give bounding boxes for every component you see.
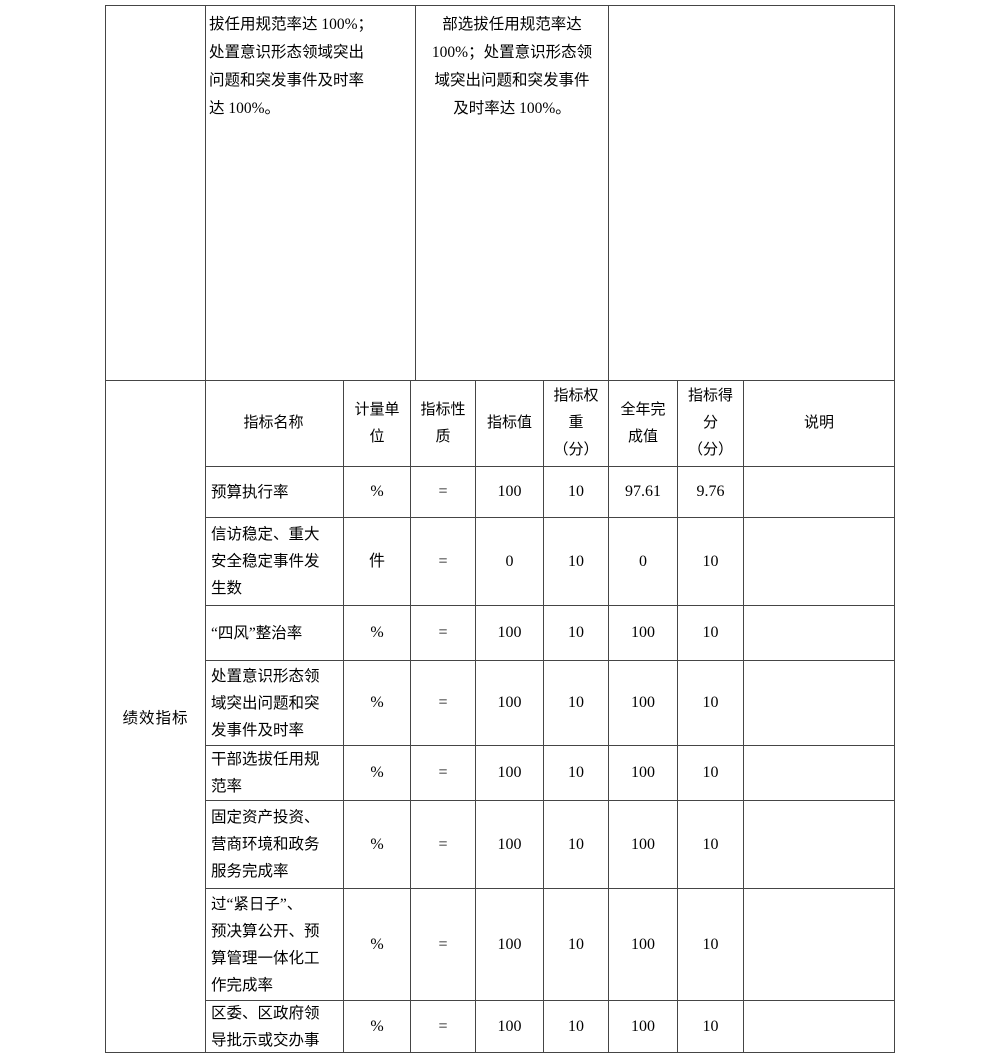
target-cell: 100 (476, 467, 544, 518)
continuation-row: 拔任用规范率达 100%； 处置意识形态领域突出 问题和突发事件及时率 达 10… (106, 6, 894, 381)
actual-cell: 100 (609, 1001, 678, 1052)
score-cell: 10 (678, 889, 744, 1001)
note-cell (744, 801, 894, 889)
indicator-name: 信访稳定、重大 安全稳定事件发 生数 (206, 518, 344, 606)
weight-cell: 10 (544, 606, 609, 661)
weight-cell: 10 (544, 746, 609, 801)
unit-cell: % (344, 661, 411, 746)
indicator-name: 过“紧日子”、 预决算公开、预 算管理一体化工 作完成率 (206, 889, 344, 1001)
nature-cell: = (411, 1001, 476, 1052)
section-label-cell: 绩效指标 (106, 381, 206, 1052)
nature-cell: = (411, 746, 476, 801)
score-cell: 10 (678, 518, 744, 606)
indicator-name: 区委、区政府领 导批示或交办事 (206, 1001, 344, 1052)
target-cell: 100 (476, 889, 544, 1001)
col-header-unit: 计量单 位 (344, 381, 411, 467)
indicator-name: 预算执行率 (206, 467, 344, 518)
col-header-annual-actual: 全年完 成值 (609, 381, 678, 467)
continuation-targets-text: 部选拔任用规范率达 100%；处置意识形态领 域突出问题和突发事件 及时率达 1… (431, 16, 593, 117)
indicator-name: 干部选拔任用规 范率 (206, 746, 344, 801)
note-cell (744, 518, 894, 606)
nature-cell: = (411, 606, 476, 661)
target-cell: 0 (476, 518, 544, 606)
actual-cell: 100 (609, 661, 678, 746)
nature-cell: = (411, 518, 476, 606)
indicator-name: “四风”整治率 (206, 606, 344, 661)
note-cell (744, 467, 894, 518)
nature-cell: = (411, 801, 476, 889)
continuation-empty-right-cell (609, 6, 894, 380)
nature-cell: = (411, 467, 476, 518)
unit-cell: % (344, 467, 411, 518)
score-cell: 10 (678, 1001, 744, 1052)
target-cell: 100 (476, 1001, 544, 1052)
indicators-section: 绩效指标 指标名称 计量单 位 指标性 质 指标值 指标权 重 （分） 全年完 … (106, 381, 894, 1052)
unit-cell: % (344, 889, 411, 1001)
indicator-name: 处置意识形态领 域突出问题和突 发事件及时率 (206, 661, 344, 746)
continuation-empty-left-cell (106, 6, 206, 380)
note-cell (744, 606, 894, 661)
actual-cell: 0 (609, 518, 678, 606)
col-header-nature: 指标性 质 (411, 381, 476, 467)
score-cell: 10 (678, 746, 744, 801)
target-cell: 100 (476, 661, 544, 746)
score-cell: 10 (678, 801, 744, 889)
actual-cell: 97.61 (609, 467, 678, 518)
indicators-grid: 指标名称 计量单 位 指标性 质 指标值 指标权 重 （分） 全年完 成值 指标… (206, 381, 894, 1052)
unit-cell: % (344, 746, 411, 801)
target-cell: 100 (476, 746, 544, 801)
nature-cell: = (411, 889, 476, 1001)
unit-cell: % (344, 606, 411, 661)
note-cell (744, 661, 894, 746)
weight-cell: 10 (544, 801, 609, 889)
actual-cell: 100 (609, 746, 678, 801)
weight-cell: 10 (544, 661, 609, 746)
unit-cell: 件 (344, 518, 411, 606)
col-header-indicator-name: 指标名称 (206, 381, 344, 467)
score-cell: 10 (678, 606, 744, 661)
performance-table: 拔任用规范率达 100%； 处置意识形态领域突出 问题和突发事件及时率 达 10… (105, 5, 895, 1053)
col-header-note: 说明 (744, 381, 894, 467)
actual-cell: 100 (609, 606, 678, 661)
unit-cell: % (344, 1001, 411, 1052)
weight-cell: 10 (544, 467, 609, 518)
note-cell (744, 889, 894, 1001)
note-cell (744, 1001, 894, 1052)
target-cell: 100 (476, 801, 544, 889)
weight-cell: 10 (544, 1001, 609, 1052)
col-header-weight: 指标权 重 （分） (544, 381, 609, 467)
score-cell: 10 (678, 661, 744, 746)
continuation-measures-text: 拔任用规范率达 100%； 处置意识形态领域突出 问题和突发事件及时率 达 10… (209, 16, 374, 117)
actual-cell: 100 (609, 889, 678, 1001)
col-header-score: 指标得 分 （分） (678, 381, 744, 467)
target-cell: 100 (476, 606, 544, 661)
note-cell (744, 746, 894, 801)
continuation-measures-cell: 拔任用规范率达 100%； 处置意识形态领域突出 问题和突发事件及时率 达 10… (206, 6, 416, 380)
weight-cell: 10 (544, 518, 609, 606)
indicator-name: 固定资产投资、 营商环境和政务 服务完成率 (206, 801, 344, 889)
weight-cell: 10 (544, 889, 609, 1001)
continuation-targets-cell: 部选拔任用规范率达 100%；处置意识形态领 域突出问题和突发事件 及时率达 1… (416, 6, 609, 380)
nature-cell: = (411, 661, 476, 746)
unit-cell: % (344, 801, 411, 889)
actual-cell: 100 (609, 801, 678, 889)
score-cell: 9.76 (678, 467, 744, 518)
col-header-target-value: 指标值 (476, 381, 544, 467)
